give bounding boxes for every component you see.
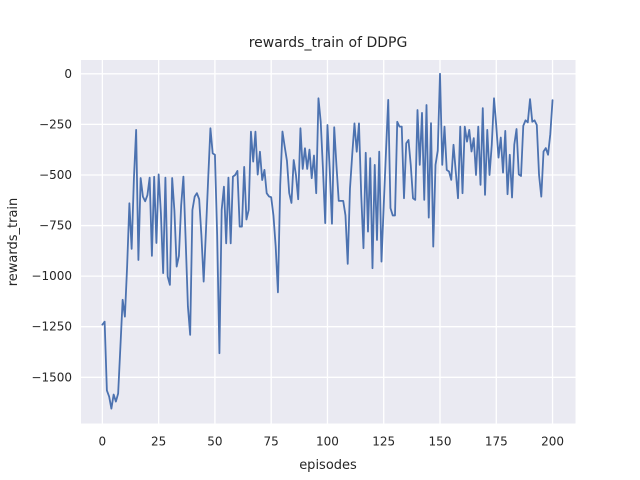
x-tick-label: 200	[541, 435, 564, 449]
x-tick-label: 50	[207, 435, 222, 449]
y-axis-ticks: 0 −250 −500 −750 −1000 −1250 −1500	[31, 67, 72, 384]
x-tick-label: 100	[316, 435, 339, 449]
x-tick-label: 125	[372, 435, 395, 449]
y-tick-label: −1500	[31, 370, 72, 384]
x-tick-label: 150	[429, 435, 452, 449]
plot-area	[81, 60, 576, 424]
y-tick-label: −250	[39, 117, 72, 131]
y-tick-label: −500	[39, 168, 72, 182]
y-tick-label: −750	[39, 219, 72, 233]
x-axis-label: episodes	[299, 458, 357, 473]
reward-line	[101, 72, 554, 410]
gridlines	[81, 60, 576, 424]
x-tick-label: 75	[264, 435, 279, 449]
x-tick-label: 0	[99, 435, 107, 449]
y-axis-label: rewards_train	[6, 198, 21, 287]
y-tick-label: −1000	[31, 269, 72, 283]
x-tick-label: 175	[485, 435, 508, 449]
x-tick-label: 25	[151, 435, 166, 449]
y-tick-label: 0	[64, 67, 72, 81]
y-tick-label: −1250	[31, 320, 72, 334]
chart-title: rewards_train of DDPG	[249, 35, 408, 51]
x-axis-ticks: 0 25 50 75 100 125 150 175 200	[99, 435, 564, 449]
